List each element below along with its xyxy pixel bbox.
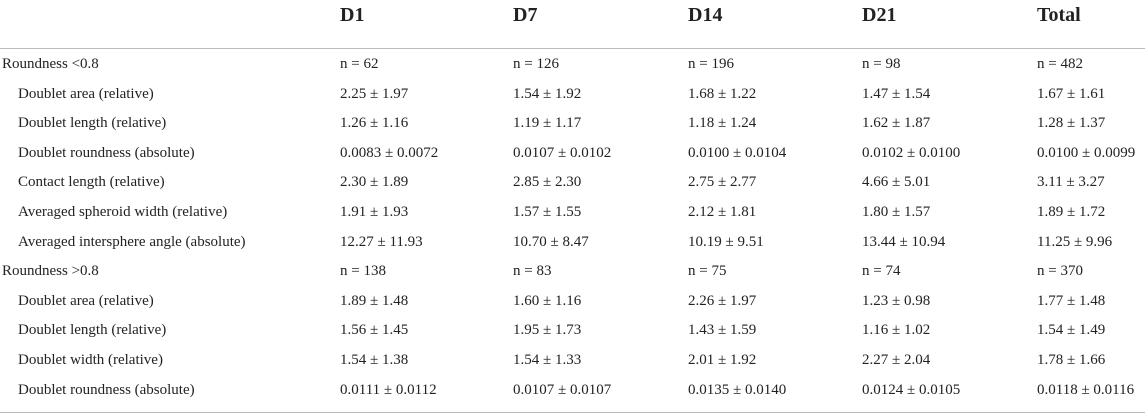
cell: 0.0100 ± 0.0104 xyxy=(688,144,787,161)
cell: 10.19 ± 9.51 xyxy=(688,233,764,250)
cell: 2.27 ± 2.04 xyxy=(862,352,931,368)
cell: 2.26 ± 1.97 xyxy=(688,292,757,309)
cell: 1.28 ± 1.37 xyxy=(1037,115,1106,132)
cell: 10.70 ± 8.47 xyxy=(513,233,589,250)
cell: 2.30 ± 1.89 xyxy=(340,174,409,191)
cell: 1.77 ± 1.48 xyxy=(1037,292,1106,309)
header-rule xyxy=(0,48,1145,49)
group-label: Roundness <0.8 xyxy=(2,56,99,72)
count-cell: n = 74 xyxy=(862,263,901,280)
cell: 3.11 ± 3.27 xyxy=(1037,174,1105,191)
cell: 0.0135 ± 0.0140 xyxy=(688,381,787,398)
cell: 1.89 ± 1.72 xyxy=(1037,204,1106,220)
count-cell: n = 482 xyxy=(1037,56,1083,72)
count-cell: n = 83 xyxy=(513,263,552,280)
cell: 1.23 ± 0.98 xyxy=(862,292,931,309)
cell: 0.0107 ± 0.0102 xyxy=(513,144,612,161)
cell: 0.0100 ± 0.0099 xyxy=(1037,144,1136,161)
count-cell: n = 98 xyxy=(862,56,901,72)
cell: 1.43 ± 1.59 xyxy=(688,322,757,339)
count-cell: n = 62 xyxy=(340,56,379,72)
cell: 1.60 ± 1.16 xyxy=(513,292,582,309)
row-label: Averaged spheroid width (relative) xyxy=(18,204,228,220)
cell: 0.0083 ± 0.0072 xyxy=(340,144,439,161)
cell: 1.78 ± 1.66 xyxy=(1037,352,1106,368)
cell: 1.95 ± 1.73 xyxy=(513,322,582,339)
row-label: Doublet area (relative) xyxy=(18,292,154,309)
cell: 1.19 ± 1.17 xyxy=(513,115,582,132)
cell: 2.25 ± 1.97 xyxy=(340,85,409,102)
cell: 1.26 ± 1.16 xyxy=(340,115,409,132)
cell: 1.16 ± 1.02 xyxy=(862,322,931,339)
cell: 0.0118 ± 0.0116 xyxy=(1037,381,1135,398)
count-cell: n = 138 xyxy=(340,263,386,280)
cell: 1.80 ± 1.57 xyxy=(862,204,931,220)
cell: 2.12 ± 1.81 xyxy=(688,204,757,220)
count-cell: n = 370 xyxy=(1037,263,1083,280)
column-header: D1 xyxy=(340,4,365,26)
cell: 1.54 ± 1.49 xyxy=(1037,322,1106,339)
cell: 1.54 ± 1.38 xyxy=(340,352,409,368)
count-cell: n = 126 xyxy=(513,56,559,72)
column-header: D14 xyxy=(688,4,723,26)
row-label: Doublet width (relative) xyxy=(18,352,163,368)
cell: 1.62 ± 1.87 xyxy=(862,115,931,132)
cell: 2.85 ± 2.30 xyxy=(513,174,582,191)
column-header: D21 xyxy=(862,4,897,26)
row-label: Averaged intersphere angle (absolute) xyxy=(18,233,246,250)
column-header: D7 xyxy=(513,4,538,26)
cell: 2.75 ± 2.77 xyxy=(688,174,757,191)
cell: 1.57 ± 1.55 xyxy=(513,204,582,220)
column-header: Total xyxy=(1037,4,1081,26)
cell: 1.68 ± 1.22 xyxy=(688,85,757,102)
cell: 0.0102 ± 0.0100 xyxy=(862,144,961,161)
cell: 1.54 ± 1.92 xyxy=(513,85,582,102)
cell: 11.25 ± 9.96 xyxy=(1037,233,1113,250)
cell: 1.67 ± 1.61 xyxy=(1037,85,1106,102)
cell: 2.01 ± 1.92 xyxy=(688,352,757,368)
bottom-rule xyxy=(0,412,1145,413)
cell: 1.47 ± 1.54 xyxy=(862,85,931,102)
cell: 13.44 ± 10.94 xyxy=(862,233,946,250)
cell: 1.56 ± 1.45 xyxy=(340,322,409,339)
cell: 1.18 ± 1.24 xyxy=(688,115,757,132)
row-label: Doublet roundness (absolute) xyxy=(18,144,195,161)
row-label: Doublet roundness (absolute) xyxy=(18,381,195,398)
cell: 12.27 ± 11.93 xyxy=(340,233,423,250)
row-label: Contact length (relative) xyxy=(18,174,165,191)
cell: 0.0111 ± 0.0112 xyxy=(340,381,437,398)
cell: 1.91 ± 1.93 xyxy=(340,204,409,220)
count-cell: n = 196 xyxy=(688,56,734,72)
row-label: Doublet length (relative) xyxy=(18,322,167,339)
group-label: Roundness >0.8 xyxy=(2,263,99,280)
cell: 1.54 ± 1.33 xyxy=(513,352,582,368)
row-label: Doublet area (relative) xyxy=(18,85,154,102)
count-cell: n = 75 xyxy=(688,263,727,280)
row-label: Doublet length (relative) xyxy=(18,115,167,132)
cell: 0.0107 ± 0.0107 xyxy=(513,381,612,398)
cell: 4.66 ± 5.01 xyxy=(862,174,931,191)
cell: 1.89 ± 1.48 xyxy=(340,292,409,309)
cell: 0.0124 ± 0.0105 xyxy=(862,381,961,398)
